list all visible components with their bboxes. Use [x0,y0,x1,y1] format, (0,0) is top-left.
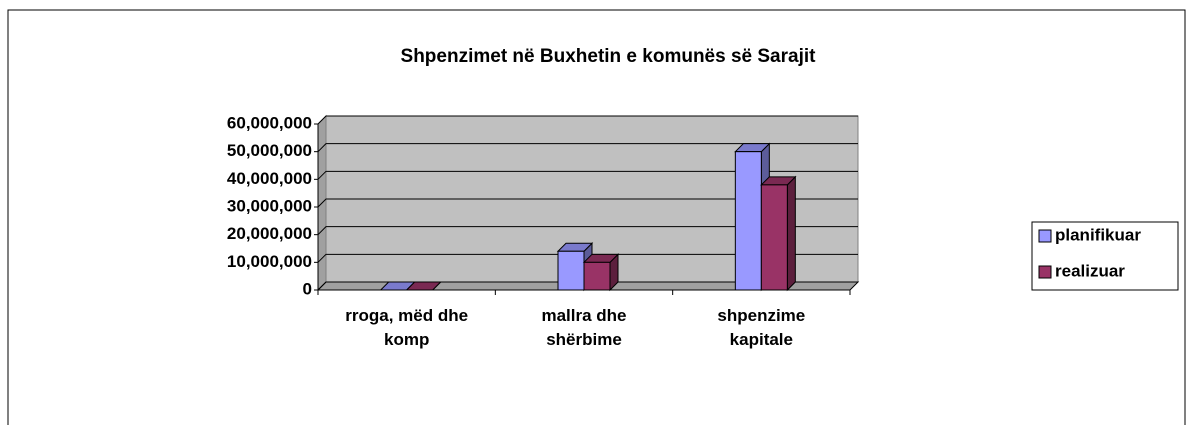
x-tick-label: mallra dhe shërbime [541,306,627,349]
bar-front [583,261,611,291]
bar-front [760,184,788,291]
legend-box [1031,221,1179,291]
legend-label: realizuar [1055,261,1125,280]
bar [582,253,620,292]
x-tick-label: rroga, mëd dhe komp [345,306,469,349]
y-tick-label: 20,000,000 [227,224,312,243]
bar-front [557,250,585,291]
y-tick-label: 10,000,000 [227,252,312,271]
bar [760,175,797,292]
grid-line [317,143,858,153]
y-tick-label: 40,000,000 [227,169,312,188]
chart-title: Shpenzimet në Buxhetin e komunës së Sara… [401,46,817,67]
grid-line [317,170,858,180]
grid-line [317,198,858,208]
y-tick-label: 50,000,000 [227,141,312,160]
legend-swatch [1038,229,1052,243]
grid-line [317,253,858,263]
bar-front [734,151,762,291]
grid-line [317,281,858,291]
y-tick-label: 30,000,000 [227,196,312,215]
legend-swatch [1038,265,1052,279]
x-tick-label: shpenzime kapitale [717,306,806,349]
grid-line [317,115,858,125]
y-tick-label: 60,000,000 [227,113,312,132]
y-tick-label: 0 [303,279,312,298]
bar-side [786,175,796,292]
legend-label: planifikuar [1055,225,1141,244]
bar [405,281,442,291]
grid-line [317,226,858,236]
bar-top [405,281,442,291]
